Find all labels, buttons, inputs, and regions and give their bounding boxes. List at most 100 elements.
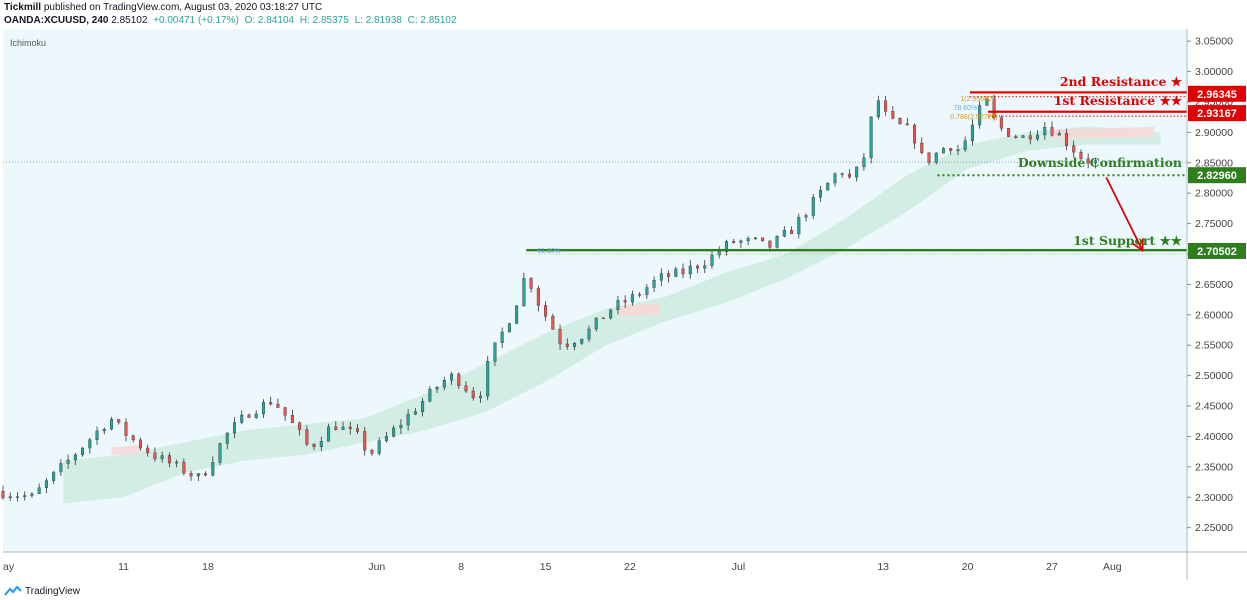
- price-tick-label: 2.90000: [1195, 127, 1233, 139]
- candle: [804, 213, 808, 222]
- candle-body: [204, 473, 208, 476]
- candle: [732, 239, 736, 244]
- candle: [298, 421, 302, 436]
- candle: [855, 166, 859, 182]
- candle: [131, 434, 135, 443]
- ohlc-legend: OANDA:XCUUSD, 240 2.85102 +0.00471 (+0.1…: [4, 15, 460, 27]
- candle: [196, 472, 200, 481]
- candle: [1079, 149, 1083, 161]
- low-value: L: 2.81938: [354, 15, 402, 26]
- candle: [782, 226, 786, 238]
- symbol-label[interactable]: OANDA:XCUUSD, 240: [4, 15, 109, 26]
- candle: [384, 431, 388, 443]
- price-tag: 2.82960: [1188, 167, 1246, 184]
- candle-body: [963, 140, 967, 150]
- candle-body: [334, 426, 338, 430]
- price-tick-label: 2.65000: [1195, 279, 1233, 291]
- candle: [1072, 140, 1076, 158]
- candle-body: [630, 294, 634, 303]
- candle: [211, 456, 215, 477]
- candle: [1057, 130, 1061, 136]
- candle: [95, 426, 99, 446]
- candle: [1036, 130, 1040, 141]
- candle: [124, 418, 128, 442]
- candle-body: [696, 265, 700, 269]
- candle-body: [688, 265, 692, 275]
- footer-brand[interactable]: TradingView: [25, 585, 81, 597]
- candle-body: [573, 343, 577, 347]
- candle-body: [833, 173, 837, 184]
- candle-body: [920, 142, 924, 153]
- candle: [551, 313, 555, 330]
- candle-body: [327, 426, 331, 442]
- candle-body: [290, 415, 294, 423]
- candle-body: [847, 173, 851, 178]
- candle-body: [710, 254, 714, 266]
- candle: [587, 325, 591, 343]
- candle-body: [811, 197, 815, 216]
- candle: [659, 268, 663, 287]
- candle-body: [1086, 158, 1090, 164]
- forecast-arrow-head: [1132, 238, 1144, 253]
- candle: [363, 427, 367, 456]
- candle-body: [1064, 133, 1068, 146]
- candle: [218, 442, 222, 466]
- price-tick-label: 2.85000: [1195, 157, 1233, 169]
- candle-body: [594, 317, 598, 330]
- level-label: 2nd Resistance ★: [1060, 74, 1183, 89]
- price-tag: 2.70502: [1188, 242, 1246, 259]
- indicator-label[interactable]: Ichimoku: [10, 38, 46, 48]
- candle-body: [674, 268, 678, 277]
- candle: [515, 305, 519, 324]
- candle-body: [826, 182, 830, 191]
- candle-body: [717, 251, 721, 256]
- candle-body: [233, 422, 237, 434]
- time-axis[interactable]: ay 11 18 Jun 8 15 22 Jul 13 20 27 Aug: [3, 561, 1122, 573]
- candle: [15, 492, 19, 502]
- candle-body: [211, 462, 215, 476]
- candle: [73, 452, 77, 466]
- candle-body: [175, 461, 179, 464]
- candle: [370, 448, 374, 456]
- candle: [1028, 130, 1032, 145]
- candle-body: [905, 123, 909, 126]
- candle: [688, 260, 692, 279]
- candle-body: [240, 414, 244, 423]
- candle-body: [703, 265, 707, 269]
- candle: [1014, 134, 1018, 139]
- candle: [421, 397, 425, 417]
- candle: [927, 152, 931, 166]
- candle-body: [254, 413, 258, 418]
- price-tag-label: 2.96345: [1197, 89, 1237, 101]
- candle: [840, 172, 844, 178]
- candle: [703, 260, 707, 274]
- candle-body: [146, 447, 150, 454]
- candle: [341, 421, 345, 430]
- candle-body: [601, 317, 605, 319]
- candle: [565, 338, 569, 350]
- candle-body: [739, 240, 743, 243]
- candle-body: [66, 459, 70, 464]
- forecast-arrow-shaft: [1105, 176, 1144, 251]
- candle: [876, 95, 880, 120]
- candle: [348, 421, 352, 435]
- candle: [312, 442, 316, 451]
- candle-body: [269, 401, 273, 405]
- candle: [645, 284, 649, 299]
- publisher-name[interactable]: Tickmill: [4, 2, 42, 13]
- price-tick-label: 2.45000: [1195, 401, 1233, 413]
- price-tick-label: 3.00000: [1195, 66, 1233, 78]
- candle-body: [95, 430, 99, 440]
- candle-body: [891, 111, 895, 119]
- candle: [941, 147, 945, 154]
- candle-body: [1021, 135, 1025, 138]
- candle-body: [189, 473, 193, 477]
- candle: [334, 421, 338, 431]
- price-axis[interactable]: 3.050003.000002.950002.900002.850002.800…: [3, 29, 1247, 580]
- cloud-bearish: [617, 303, 661, 317]
- candle-body: [855, 166, 859, 178]
- candle-body: [536, 288, 540, 306]
- candle: [609, 309, 613, 320]
- candle-body: [428, 388, 432, 402]
